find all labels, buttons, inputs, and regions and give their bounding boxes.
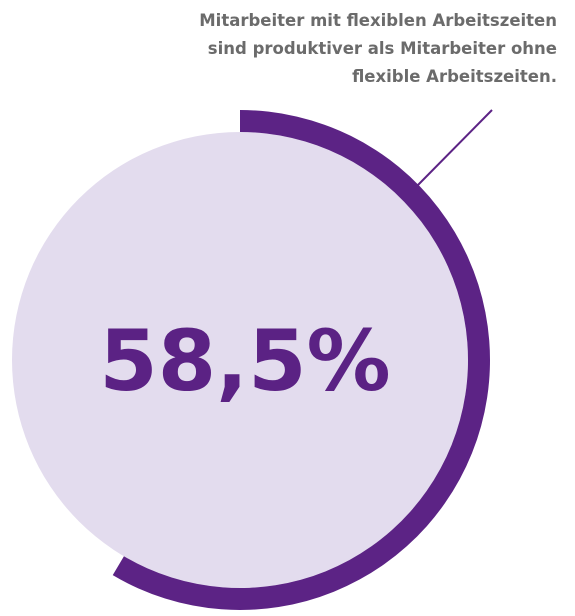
value-label: 58,5% [99, 312, 390, 410]
annotation-line: sind produktiver als Mitarbeiter ohne [208, 39, 557, 58]
background-circle [12, 132, 468, 588]
annotation-line: flexible Arbeitszeiten. [352, 67, 557, 86]
annotation-leader [416, 109, 493, 187]
annotation-line: Mitarbeiter mit flexiblen Arbeitszeiten [199, 11, 557, 30]
